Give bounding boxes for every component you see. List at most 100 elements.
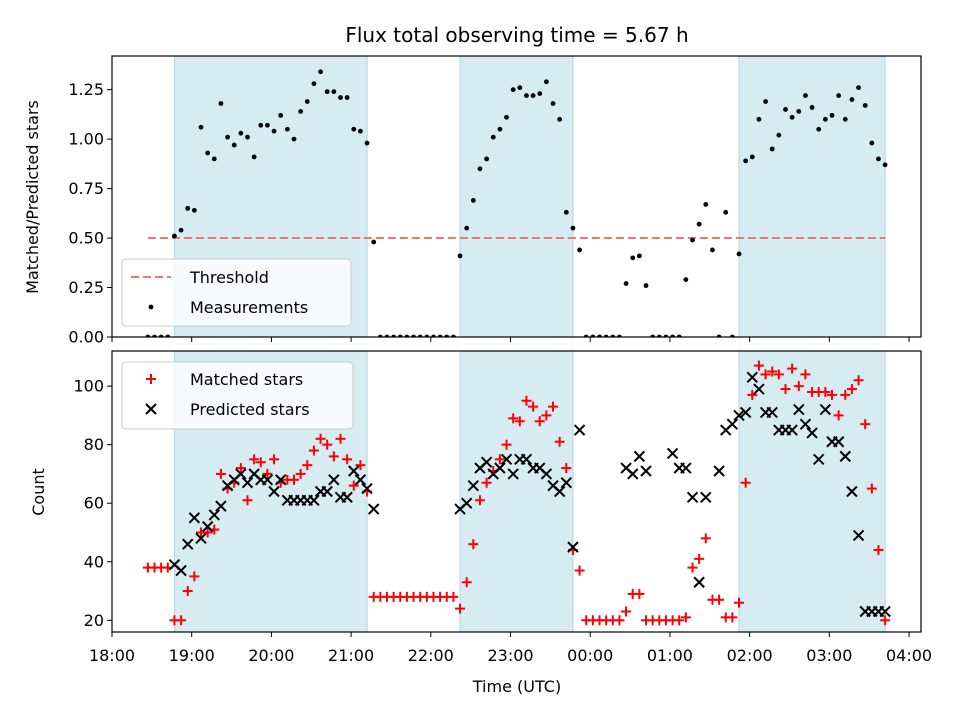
predicted-stars-point bbox=[494, 462, 506, 474]
matched-stars-point bbox=[242, 495, 253, 506]
bottom-axes-frame bbox=[111, 350, 922, 633]
measurement-point bbox=[371, 239, 377, 245]
x-tick-label: 19:00 bbox=[169, 646, 215, 665]
matched-stars-point bbox=[826, 389, 837, 400]
matched-stars-point bbox=[235, 463, 246, 474]
measurement-point bbox=[756, 116, 762, 122]
matched-stars-point bbox=[521, 395, 532, 406]
top-axes-frame bbox=[111, 55, 922, 338]
predicted-stars-point bbox=[786, 424, 798, 436]
matched-stars-point bbox=[494, 454, 505, 465]
matched-stars-point bbox=[501, 439, 512, 450]
measurement-point bbox=[643, 283, 649, 288]
predicted-stars-point bbox=[746, 371, 758, 384]
measurement-point bbox=[563, 209, 569, 215]
matched-stars-point bbox=[355, 460, 366, 471]
predicted-stars-point bbox=[852, 529, 865, 542]
predicted-stars-point bbox=[460, 497, 473, 509]
matched-stars-point bbox=[747, 389, 758, 400]
matched-stars-point bbox=[614, 615, 625, 626]
matched-stars-point bbox=[700, 533, 711, 544]
measurement-point bbox=[464, 225, 470, 231]
measurement-point bbox=[351, 126, 357, 132]
predicted-stars-point bbox=[713, 465, 725, 477]
predicted-stars-point bbox=[799, 418, 812, 430]
matched-stars-point bbox=[680, 612, 691, 623]
bottom-y-tick-label: 20 bbox=[84, 611, 104, 630]
measurement-point bbox=[245, 134, 250, 140]
measurement-point bbox=[185, 205, 191, 211]
predicted-stars-point bbox=[733, 409, 745, 422]
measurement-point bbox=[703, 202, 709, 207]
measurement-point bbox=[769, 146, 775, 152]
x-axis-label: Time (UTC) bbox=[472, 677, 561, 696]
predicted-stars-point bbox=[328, 474, 340, 486]
predicted-stars-point bbox=[627, 468, 639, 480]
matched-stars-point bbox=[508, 413, 519, 424]
measurement-point bbox=[570, 225, 576, 231]
predicted-stars-point bbox=[182, 538, 194, 550]
legend-matched-swatch bbox=[146, 374, 156, 384]
x-tick-label: 02:00 bbox=[727, 646, 773, 665]
measurement-point bbox=[358, 128, 363, 134]
predicted-stars-point bbox=[680, 462, 692, 474]
measurement-point bbox=[344, 95, 350, 100]
x-tick-label: 01:00 bbox=[647, 646, 693, 665]
bottom-y-tick-label: 40 bbox=[84, 552, 104, 571]
measurement-point bbox=[311, 81, 317, 87]
matched-stars-point bbox=[514, 416, 525, 427]
matched-stars-point bbox=[846, 384, 857, 395]
measurement-point bbox=[504, 114, 509, 120]
x-tick-label: 03:00 bbox=[806, 646, 852, 665]
predicted-stars-point bbox=[739, 406, 752, 419]
measurement-point bbox=[497, 126, 503, 132]
predicted-stars-point bbox=[813, 453, 825, 466]
measurement-point bbox=[557, 116, 563, 122]
x-tick-label: 04:00 bbox=[886, 646, 932, 665]
legend-predicted-label: Predicted stars bbox=[190, 400, 310, 419]
bottom-shaded-interval bbox=[459, 351, 574, 632]
measurement-point bbox=[710, 247, 715, 253]
matched-stars-point bbox=[574, 565, 585, 576]
predicted-stars-point bbox=[573, 424, 586, 436]
predicted-stars-point bbox=[235, 468, 247, 480]
predicted-stars-point bbox=[480, 456, 493, 468]
matched-stars-point bbox=[342, 454, 353, 465]
chart-title: Flux total observing time = 5.67 h bbox=[345, 23, 688, 47]
measurement-point bbox=[470, 198, 476, 203]
predicted-stars-point bbox=[693, 576, 705, 588]
measurement-point bbox=[623, 281, 629, 286]
predicted-stars-point bbox=[819, 403, 832, 416]
predicted-stars-point bbox=[753, 383, 765, 395]
matched-stars-point bbox=[308, 445, 319, 456]
matched-stars-point bbox=[302, 460, 313, 471]
measurement-point bbox=[577, 247, 582, 253]
measurement-point bbox=[225, 134, 230, 140]
matched-stars-point bbox=[534, 416, 545, 427]
measurement-point bbox=[683, 277, 689, 283]
matched-stars-point bbox=[687, 562, 698, 573]
predicted-stars-point bbox=[208, 509, 220, 521]
bottom-panel: 20 40 60 80 100 18:00 19:00 20:00 21:00 22:00 23:0… bbox=[73, 350, 932, 665]
measurement-point bbox=[882, 162, 888, 168]
matched-stars-point bbox=[860, 419, 871, 430]
measurement-point bbox=[258, 122, 264, 128]
measurement-point bbox=[550, 101, 556, 106]
matched-stars-point bbox=[727, 612, 738, 623]
measurement-point bbox=[783, 107, 788, 112]
matched-stars-point bbox=[873, 545, 884, 556]
predicted-stars-point bbox=[700, 491, 712, 504]
matched-stars-point bbox=[328, 451, 339, 462]
predicted-stars-point bbox=[201, 520, 214, 533]
measurement-point bbox=[198, 124, 204, 130]
top-y-tick-label: 0.75 bbox=[68, 179, 104, 198]
matched-stars-point bbox=[760, 369, 771, 380]
measurement-point bbox=[484, 156, 490, 162]
matched-stars-point bbox=[674, 615, 685, 626]
measurement-point bbox=[457, 253, 463, 259]
predicted-stars-point bbox=[567, 541, 579, 553]
measurement-point bbox=[284, 126, 290, 132]
measurement-point bbox=[211, 156, 217, 162]
bottom-shaded-interval bbox=[738, 351, 886, 632]
top-shaded-interval bbox=[459, 56, 574, 337]
